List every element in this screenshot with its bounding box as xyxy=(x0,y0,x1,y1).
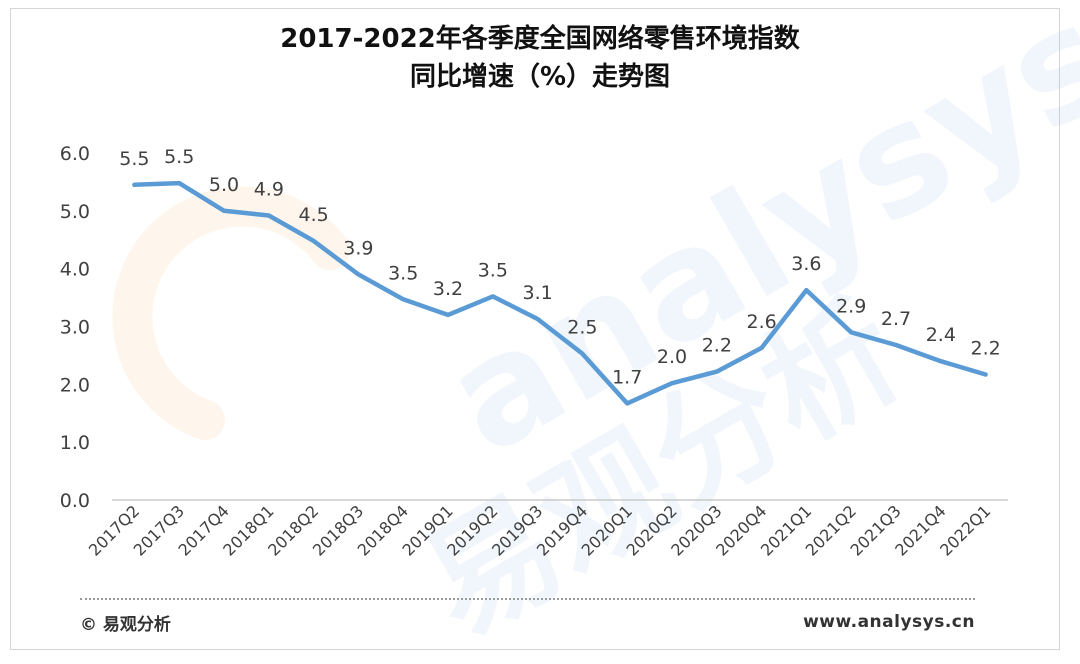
footer-url-link[interactable]: www.analysys.cn xyxy=(803,612,975,632)
data-label: 2.2 xyxy=(970,338,1000,360)
data-label: 2.0 xyxy=(657,346,687,368)
data-label: 2.2 xyxy=(702,335,732,357)
chart-title: 2017-2022年各季度全国网络零售环境指数 同比增速（%）走势图 xyxy=(0,20,1080,96)
data-label: 5.5 xyxy=(164,146,194,168)
watermark-logo-arc-icon xyxy=(112,186,350,440)
chart-title-line-1: 2017-2022年各季度全国网络零售环境指数 xyxy=(280,24,800,54)
y-tick-label: 3.0 xyxy=(60,317,90,339)
y-tick-label: 4.0 xyxy=(60,259,90,281)
data-label: 3.5 xyxy=(478,259,508,281)
data-label: 2.6 xyxy=(746,311,776,333)
y-tick-label: 1.0 xyxy=(60,432,90,454)
footer-divider xyxy=(80,598,975,600)
data-label: 2.4 xyxy=(926,324,956,346)
y-axis: 0.0 1.0 2.0 3.0 4.0 5.0 6.0 xyxy=(60,143,90,512)
data-label: 3.5 xyxy=(388,262,418,284)
y-tick-label: 5.0 xyxy=(60,201,90,223)
footer-source: © 易观分析 xyxy=(80,615,171,635)
data-label: 1.7 xyxy=(612,366,642,388)
data-label: 2.7 xyxy=(881,308,911,330)
chart-title-line-2: 同比增速（%）走势图 xyxy=(409,62,671,92)
data-label: 5.5 xyxy=(119,148,149,170)
data-label: 3.2 xyxy=(433,278,463,300)
data-label: 5.0 xyxy=(209,174,239,196)
data-label: 4.9 xyxy=(254,178,284,200)
data-label: 2.5 xyxy=(567,317,597,339)
data-label: 2.9 xyxy=(836,295,866,317)
data-label: 3.1 xyxy=(522,282,552,304)
chart-frame xyxy=(10,8,1060,650)
y-tick-label: 0.0 xyxy=(60,490,90,512)
y-tick-label: 2.0 xyxy=(60,374,90,396)
series-line xyxy=(132,180,988,406)
data-labels: 5.5 5.5 5.0 4.9 4.5 3.9 3.5 3.2 3.5 3.1 2.5 1.7 2.0 2… xyxy=(119,146,1000,388)
data-label: 3.6 xyxy=(791,253,821,275)
y-tick-label: 6.0 xyxy=(60,143,90,165)
data-label: 3.9 xyxy=(343,237,373,259)
data-label: 4.5 xyxy=(298,204,328,226)
